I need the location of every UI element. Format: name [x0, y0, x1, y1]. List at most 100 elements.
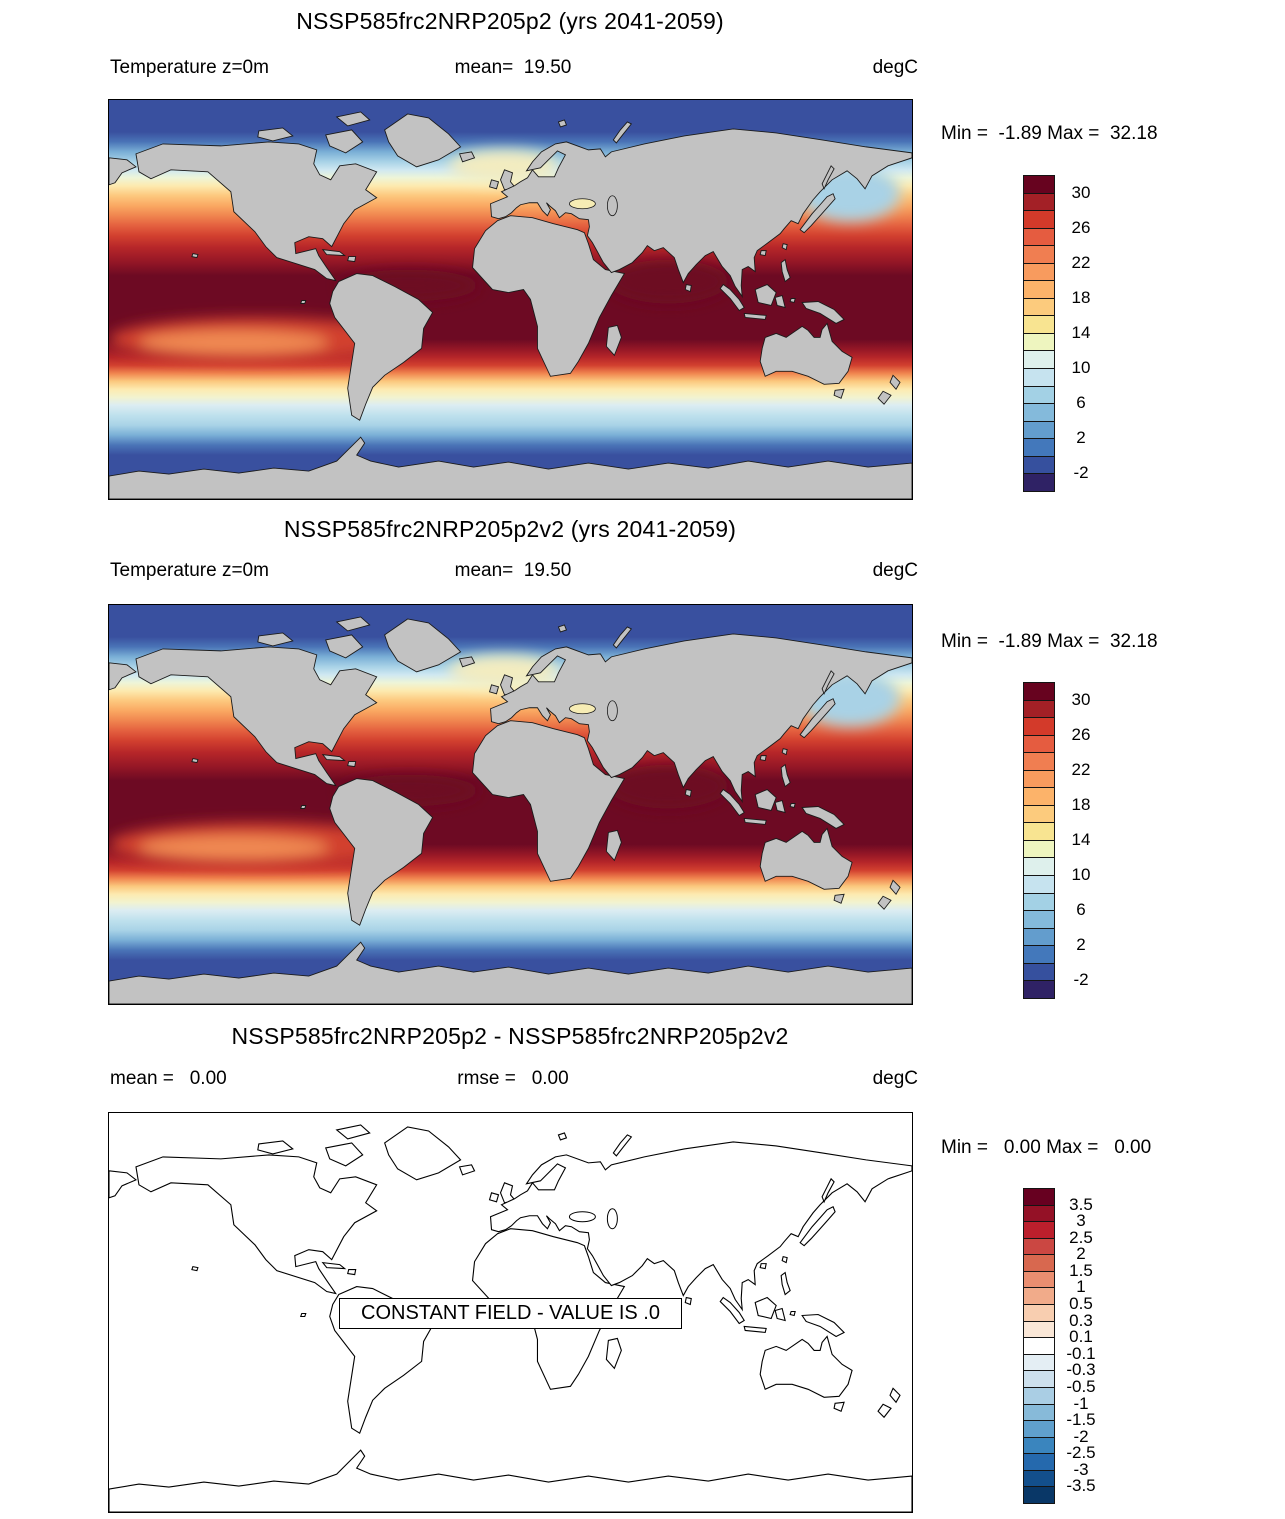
colorbar-swatch: [1023, 473, 1055, 492]
panel1-map-frame: [108, 99, 913, 500]
colorbar-tick-label: 1: [1076, 1277, 1086, 1297]
black-sea: [569, 703, 596, 715]
panel1-subtitle-row: Temperature z=0m mean= 19.50 degC: [108, 57, 918, 81]
colorbar-swatch: [1023, 1270, 1055, 1289]
colorbar-tick-label: -3: [1073, 1459, 1089, 1479]
colorbar-swatch: [1023, 1221, 1055, 1239]
colorbar-swatch: [1023, 1486, 1055, 1504]
panel2-title: NSSP585frc2NRP205p2v2 (yrs 2041-2059): [283, 516, 737, 542]
colorbar-swatch: [1023, 297, 1055, 317]
colorbar-tick-label: 26: [1071, 217, 1091, 237]
colorbar-tick-label: 0.5: [1069, 1294, 1093, 1314]
colorbar-swatch: [1023, 1204, 1055, 1223]
colorbar-tick-label: 26: [1071, 724, 1091, 744]
panel1-title: NSSP585frc2NRP205p2 (yrs 2041-2059): [296, 8, 724, 34]
colorbar-tick-label: 1.5: [1069, 1260, 1093, 1280]
colorbar-swatch: [1023, 1337, 1055, 1355]
colorbar-swatch: [1023, 822, 1055, 841]
panel2-colorbar: [1023, 682, 1055, 999]
colorbar-swatch: [1023, 192, 1055, 212]
panel3-colorbar-labels: 3.5 3 2.5 2 1.5 1 0.5 0.3 0.1 -0.1 -0.3 -0.5 -1 -1.5-…: [1057, 1188, 1105, 1503]
constant-field-annotation: CONSTANT FIELD - VALUE IS .0: [339, 1298, 682, 1329]
colorbar-swatch: [1023, 699, 1055, 719]
colorbar-tick-label: 2.5: [1069, 1227, 1093, 1247]
panel2-subtitle-row: Temperature z=0m mean= 19.50 degC: [108, 560, 918, 584]
panel3-minmax-stats: Min = 0.00 Max = 0.00: [941, 1137, 1152, 1158]
colorbar-tick-label: 18: [1071, 287, 1091, 307]
colorbar-tick-label: -3.5: [1066, 1476, 1096, 1496]
colorbar-swatch: [1023, 1254, 1055, 1272]
colorbar-swatch: [1023, 227, 1055, 247]
caspian-sea: [606, 700, 618, 722]
colorbar-swatch: [1023, 332, 1055, 352]
panel3-subtitle-row: mean = 0.00 rmse = 0.00 degC: [108, 1068, 918, 1092]
panel1-colorbar: [1023, 175, 1055, 492]
colorbar-swatch: [1023, 857, 1055, 877]
colorbar-tick-label: -1: [1073, 1393, 1089, 1413]
colorbar-swatch: [1023, 1287, 1055, 1306]
panel2-map-frame: [108, 604, 913, 1005]
colorbar-swatch: [1023, 280, 1055, 299]
panel2-colorbar-labels: 30 26 22 18 14 10 6 2 -2: [1057, 682, 1105, 998]
colorbar-tick-label: 30: [1071, 689, 1091, 709]
colorbar-swatch: [1023, 210, 1055, 229]
colorbar-tick-label: 30: [1071, 182, 1091, 202]
colorbar-swatch: [1023, 980, 1055, 999]
colorbar-swatch: [1023, 769, 1055, 789]
colorbar-swatch: [1023, 368, 1055, 387]
panel2-variable-label: Temperature z=0m: [110, 560, 269, 581]
colorbar-tick-label: -1.5: [1066, 1410, 1096, 1430]
colorbar-swatch: [1023, 1320, 1055, 1339]
panel2-units-label: degC: [872, 560, 918, 581]
colorbar-tick-label: 0.1: [1069, 1327, 1093, 1347]
colorbar-swatch: [1023, 403, 1055, 422]
colorbar-tick-label: 2: [1076, 935, 1086, 955]
colorbar-tick-label: 18: [1071, 794, 1091, 814]
panel3-rmse-label: rmse = 0.00: [457, 1068, 569, 1089]
colorbar-swatch: [1023, 1304, 1055, 1322]
colorbar-tick-label: -0.5: [1066, 1376, 1096, 1396]
panel1-units-label: degC: [872, 57, 918, 78]
colorbar-swatch: [1023, 385, 1055, 405]
colorbar-swatch: [1023, 875, 1055, 894]
panel1-mean-label: mean= 19.50: [454, 57, 572, 78]
colorbar-swatch: [1023, 175, 1055, 194]
panel1-variable-label: Temperature z=0m: [110, 57, 269, 78]
caspian-sea: [606, 195, 618, 217]
colorbar-tick-label: 3: [1076, 1211, 1086, 1231]
black-sea: [569, 198, 596, 210]
colorbar-tick-label: 14: [1071, 830, 1091, 849]
colorbar-swatch: [1023, 1420, 1055, 1438]
colorbar-swatch: [1023, 1353, 1055, 1372]
colorbar-swatch: [1023, 1386, 1055, 1405]
colorbar-swatch: [1023, 1403, 1055, 1422]
colorbar-tick-label: 10: [1071, 358, 1091, 378]
colorbar-tick-label: 2: [1076, 1244, 1086, 1264]
colorbar-swatch: [1023, 927, 1055, 947]
colorbar-swatch: [1023, 1453, 1055, 1471]
colorbar-tick-label: 14: [1071, 323, 1091, 342]
colorbar-swatch: [1023, 1469, 1055, 1488]
colorbar-swatch: [1023, 1436, 1055, 1455]
panel3-units-label: degC: [872, 1068, 918, 1089]
colorbar-tick-label: 6: [1076, 393, 1086, 413]
colorbar-tick-label: 22: [1071, 759, 1091, 779]
colorbar-swatch: [1023, 438, 1055, 457]
colorbar-swatch: [1023, 1370, 1055, 1388]
colorbar-tick-label: 2: [1076, 428, 1086, 448]
panel2-temperature-map: [109, 605, 912, 1004]
colorbar-swatch: [1023, 350, 1055, 370]
panel3-mean-label: mean = 0.00: [110, 1068, 227, 1089]
colorbar-swatch: [1023, 262, 1055, 282]
colorbar-swatch: [1023, 787, 1055, 806]
panel1-temperature-map: [109, 100, 912, 499]
colorbar-swatch: [1023, 910, 1055, 929]
panel3-colorbar: [1023, 1188, 1055, 1504]
colorbar-swatch: [1023, 804, 1055, 824]
panel2-minmax-stats: Min = -1.89 Max = 32.18: [941, 631, 1158, 652]
colorbar-swatch: [1023, 839, 1055, 859]
colorbar-swatch: [1023, 420, 1055, 440]
colorbar-tick-label: 0.3: [1069, 1310, 1093, 1330]
colorbar-swatch: [1023, 245, 1055, 264]
